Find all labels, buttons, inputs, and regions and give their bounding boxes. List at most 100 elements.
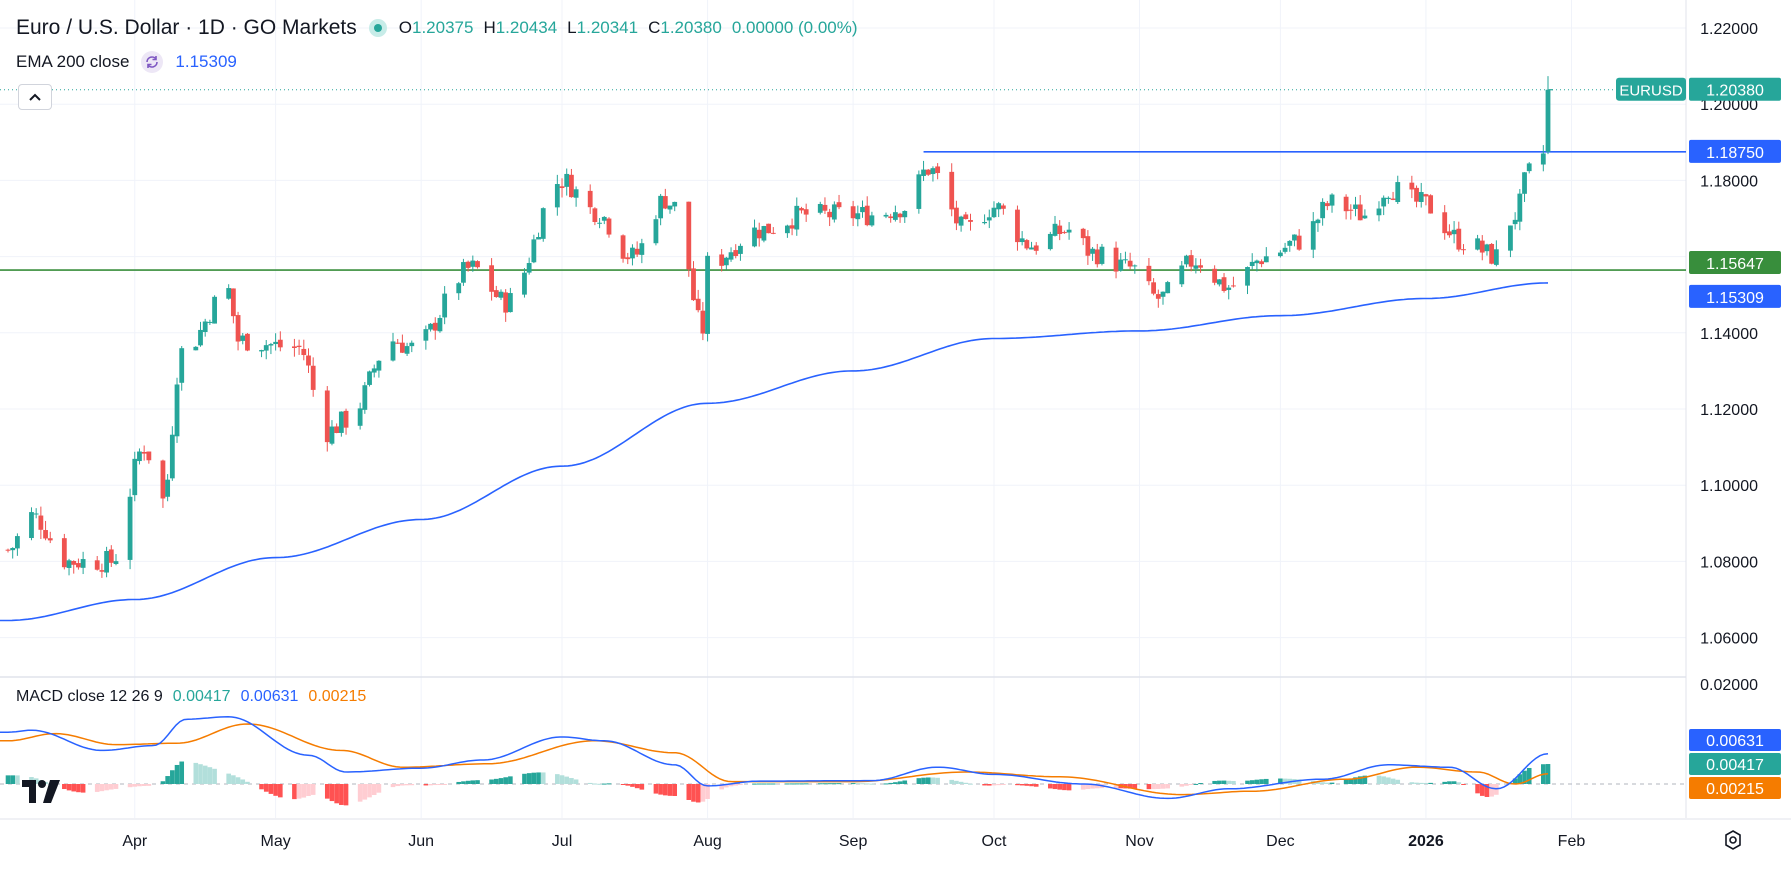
macd-line[interactable] xyxy=(0,716,1549,800)
candle[interactable] xyxy=(1000,203,1006,215)
candle[interactable] xyxy=(1484,243,1490,256)
candle[interactable] xyxy=(639,238,645,264)
candle[interactable] xyxy=(930,166,936,182)
candle[interactable] xyxy=(1151,278,1157,296)
candle[interactable] xyxy=(1184,254,1189,268)
candle[interactable] xyxy=(268,342,274,355)
eurusd-price-badge[interactable]: EURUSD 1.20380 xyxy=(1616,77,1781,101)
candle[interactable] xyxy=(1493,240,1499,267)
candle[interactable] xyxy=(1423,193,1429,206)
candle[interactable] xyxy=(292,338,297,357)
candle[interactable] xyxy=(409,340,415,353)
candle[interactable] xyxy=(76,558,81,570)
candle[interactable] xyxy=(752,219,757,248)
candle[interactable] xyxy=(620,234,626,263)
candle[interactable] xyxy=(160,459,166,508)
candle[interactable] xyxy=(71,560,77,574)
candle[interactable] xyxy=(212,295,217,324)
candle[interactable] xyxy=(662,188,668,210)
candle[interactable] xyxy=(1385,196,1391,204)
candle[interactable] xyxy=(423,325,429,350)
candle[interactable] xyxy=(334,423,340,434)
ema-200-line[interactable] xyxy=(0,282,1549,622)
candle[interactable] xyxy=(1451,221,1457,244)
candle[interactable] xyxy=(1489,242,1495,265)
candle[interactable] xyxy=(1047,231,1053,251)
candle[interactable] xyxy=(597,218,602,229)
candle[interactable] xyxy=(1019,231,1025,246)
candle[interactable] xyxy=(1212,265,1218,286)
candle[interactable] xyxy=(888,213,894,223)
candle[interactable] xyxy=(982,214,987,225)
candle[interactable] xyxy=(996,201,1002,218)
candle[interactable] xyxy=(1479,235,1485,261)
candle[interactable] xyxy=(329,420,335,446)
candle[interactable] xyxy=(991,201,997,219)
candle[interactable] xyxy=(390,332,396,362)
candle[interactable] xyxy=(1512,212,1518,230)
refresh-icon[interactable] xyxy=(141,51,164,73)
candle[interactable] xyxy=(986,209,992,229)
candle[interactable] xyxy=(230,288,236,324)
candle[interactable] xyxy=(259,349,264,358)
candle[interactable] xyxy=(1315,218,1321,232)
candle[interactable] xyxy=(1381,195,1387,216)
candle[interactable] xyxy=(1231,276,1236,288)
candle[interactable] xyxy=(686,201,692,277)
candle[interactable] xyxy=(235,311,241,351)
candle[interactable] xyxy=(273,333,279,351)
candle[interactable] xyxy=(1282,242,1288,254)
candle[interactable] xyxy=(1395,175,1401,204)
candle[interactable] xyxy=(198,321,203,347)
candle[interactable] xyxy=(38,506,44,540)
candle[interactable] xyxy=(245,333,250,352)
candle[interactable] xyxy=(1113,241,1119,279)
candle[interactable] xyxy=(1099,243,1105,266)
candle[interactable] xyxy=(1310,212,1316,259)
candle[interactable] xyxy=(1362,209,1368,220)
candle[interactable] xyxy=(855,205,861,227)
candle[interactable] xyxy=(1057,220,1063,241)
candle[interactable] xyxy=(14,533,20,556)
candle[interactable] xyxy=(864,196,870,227)
candle[interactable] xyxy=(1066,222,1072,240)
candle[interactable] xyxy=(1090,246,1095,261)
candle[interactable] xyxy=(1517,189,1523,231)
candle[interactable] xyxy=(700,302,706,341)
candle[interactable] xyxy=(1127,252,1133,270)
candle[interactable] xyxy=(892,205,898,222)
candle[interactable] xyxy=(489,258,494,301)
gear-icon[interactable] xyxy=(1718,828,1748,852)
candle[interactable] xyxy=(1155,289,1161,308)
ema-legend[interactable]: EMA 200 close 1.15309 xyxy=(16,51,237,73)
candle[interactable] xyxy=(1033,242,1039,255)
candle[interactable] xyxy=(1123,251,1128,264)
candles[interactable] xyxy=(5,76,1553,578)
candle[interactable] xyxy=(146,451,152,464)
candle[interactable] xyxy=(1357,195,1363,221)
candle[interactable] xyxy=(827,208,833,227)
candle[interactable] xyxy=(43,520,48,541)
candle[interactable] xyxy=(301,339,307,361)
symbol-title[interactable]: Euro / U.S. Dollar · 1D · GO Markets xyxy=(16,16,357,39)
candle[interactable] xyxy=(1052,215,1058,237)
candle[interactable] xyxy=(564,168,570,196)
candle[interactable] xyxy=(587,184,593,214)
candle[interactable] xyxy=(240,333,246,345)
candle[interactable] xyxy=(404,342,410,356)
candle[interactable] xyxy=(766,223,772,234)
candle[interactable] xyxy=(695,289,701,313)
candle[interactable] xyxy=(1029,241,1034,250)
candle[interactable] xyxy=(1259,259,1264,268)
candle[interactable] xyxy=(1461,244,1466,255)
candle[interactable] xyxy=(691,261,696,301)
candle[interactable] xyxy=(80,551,86,575)
candle[interactable] xyxy=(174,377,180,443)
price-badge[interactable]: 1.18750 xyxy=(1689,139,1781,163)
candle[interactable] xyxy=(733,244,739,259)
candle[interactable] xyxy=(66,558,72,576)
candle[interactable] xyxy=(554,174,560,216)
candle[interactable] xyxy=(338,411,344,437)
candle[interactable] xyxy=(207,319,213,325)
